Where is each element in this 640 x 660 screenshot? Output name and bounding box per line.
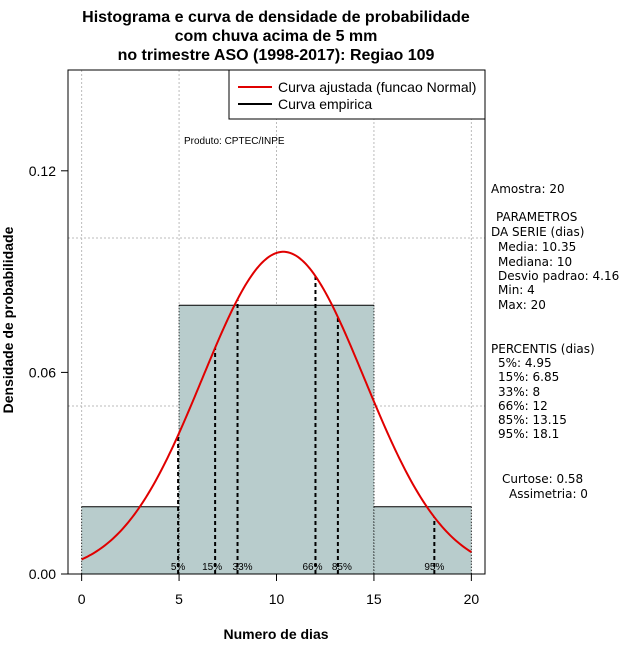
- stat-percentis-title: PERCENTIS (dias): [491, 342, 595, 356]
- y-axis-label: Densidade de probabilidade: [0, 226, 16, 413]
- stat-p15: 15%: 6.85: [498, 370, 559, 384]
- x-tick-label-3: 15: [366, 591, 382, 607]
- normal-curve-group: [81, 250, 472, 561]
- percentile-lines: [177, 276, 436, 574]
- y-tick-label-2: 0.12: [29, 163, 56, 179]
- y-tick-label-1: 0.06: [29, 364, 56, 380]
- stat-amostra: Amostra: 20: [491, 182, 565, 196]
- x-tick-label-0: 0: [78, 591, 86, 607]
- x-tick-label-2: 10: [269, 591, 285, 607]
- stat-media: Media: 10.35: [498, 240, 576, 254]
- percentile-labels: 5% 15% 33% 66% 85% 95%: [171, 562, 445, 573]
- legend-box: [228, 69, 486, 120]
- percentile-label-1: 15%: [202, 562, 222, 573]
- x-axis-label: Numero de dias: [223, 626, 328, 642]
- stat-p5: 5%: 4.95: [498, 356, 552, 370]
- x-axis: 0 5 10 15 20: [78, 573, 480, 607]
- percentile-label-3: 66%: [302, 562, 322, 573]
- stat-p85: 85%: 13.15: [498, 413, 567, 427]
- legend: Curva ajustada (funcao Normal) Curva emp…: [228, 69, 486, 120]
- legend-label-normal: Curva ajustada (funcao Normal): [278, 79, 476, 95]
- stat-desvio: Desvio padrao: 4.16: [498, 269, 619, 283]
- x-tick-label-1: 5: [175, 591, 183, 607]
- stat-curtose: Curtose: 0.58: [502, 472, 583, 486]
- legend-label-empirical: Curva empirica: [278, 96, 372, 112]
- percentile-label-0: 5%: [171, 562, 186, 573]
- stat-assimetria: Assimetria: 0: [509, 487, 588, 501]
- histogram-bar-0: [81, 506, 180, 574]
- stat-min: Min: 4: [498, 283, 535, 297]
- stat-p95: 95%: 18.1: [498, 427, 559, 441]
- histogram-bar-1: [179, 305, 374, 574]
- stat-mediana: Mediana: 10: [498, 255, 572, 269]
- stat-parametros-title-1: PARAMETROS: [496, 210, 577, 224]
- stats-panel: Amostra: 20 PARAMETROS DA SERIE (dias) M…: [491, 182, 619, 501]
- percentile-label-2: 33%: [233, 562, 253, 573]
- stat-max: Max: 20: [498, 298, 546, 312]
- histogram-bars: [81, 304, 472, 575]
- stat-p33: 33%: 8: [498, 385, 540, 399]
- chart-title-line-3: no trimestre ASO (1998-2017): Regiao 109: [118, 47, 435, 64]
- normal-curve: [81, 250, 472, 561]
- stat-p66: 66%: 12: [498, 399, 548, 413]
- product-annotation: Produto: CPTEC/INPE: [184, 136, 285, 147]
- x-tick-label-4: 20: [464, 591, 480, 607]
- stat-parametros-title-2: DA SERIE (dias): [491, 225, 584, 239]
- percentile-label-5: 95%: [424, 562, 444, 573]
- chart-title-line-2: com chuva acima de 5 mm: [175, 28, 378, 45]
- y-axis: 0.00 0.06 0.12: [29, 163, 69, 582]
- percentile-label-4: 85%: [332, 562, 352, 573]
- chart-title-line-1: Histograma e curva de densidade de proba…: [82, 9, 470, 26]
- y-tick-label-0: 0.00: [29, 566, 56, 582]
